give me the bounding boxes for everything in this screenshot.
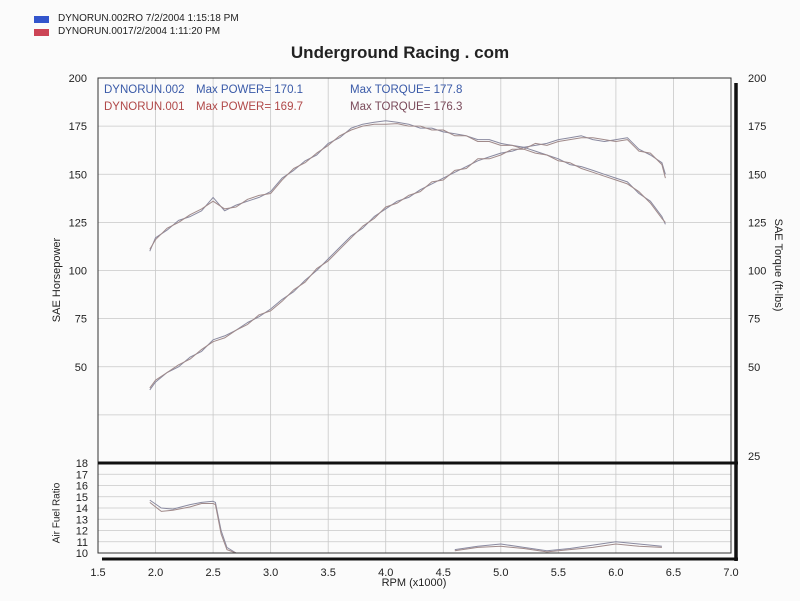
afr-series-line	[149, 499, 237, 554]
series-line	[149, 123, 666, 250]
afr-tick-label: 10	[76, 548, 88, 560]
afr-tick-label: 17	[76, 469, 88, 481]
afr-grid-lines	[98, 462, 731, 554]
x-tick-label: 6.0	[608, 567, 623, 579]
x-tick-label: 3.5	[321, 567, 336, 579]
x-tick-label: 4.5	[436, 567, 451, 579]
x-tick-label: 5.5	[551, 567, 566, 579]
y-tick-label-right: 125	[748, 217, 766, 229]
annotation-run-002-torque: Max TORQUE= 177.8	[350, 84, 463, 96]
y-tick-label-right: 75	[748, 314, 760, 326]
afr-series-line	[454, 543, 662, 553]
series-line	[149, 120, 666, 252]
y-tick-label-left: 75	[75, 314, 87, 326]
annotation-run-002-power: Max POWER= 170.1	[196, 84, 304, 96]
x-tick-label: 3.0	[263, 567, 278, 579]
y-tick-label-left: 150	[69, 169, 87, 181]
y-tick-label-right: 100	[748, 266, 766, 278]
afr-tick-label: 16	[76, 481, 88, 493]
x-axis-title: RPM (x1000)	[381, 577, 447, 589]
afr-tick-label: 13	[76, 514, 88, 526]
x-tick-label: 2.5	[205, 567, 220, 579]
x-tick-label: 2.0	[148, 567, 163, 579]
afr-tick-label: 11	[77, 537, 88, 549]
y-tick-label-right: 200	[748, 73, 766, 85]
x-tick-label: 5.0	[493, 567, 508, 579]
legend-label: DYNORUN.002RO 7/2/2004 1:15:18 PM	[58, 13, 239, 24]
tick-labels: 1.5 2.0 2.5 3.0 3.5 4.0 4.5 5.0 5.5 6.0 6.5 7.0 25 50…	[69, 73, 767, 579]
y-tick-label-right: 50	[748, 362, 760, 374]
x-tick-label: 1.5	[90, 567, 105, 579]
y-tick-label-left: 100	[69, 266, 87, 278]
x-tick-label: 6.5	[666, 567, 681, 579]
afr-series-lines	[149, 499, 662, 554]
plot-frames	[97, 77, 738, 561]
legend-swatch-blue	[34, 16, 49, 23]
y-tick-label-left: 50	[75, 362, 87, 374]
chart-title: Underground Racing . com	[290, 43, 510, 62]
legend-label: DYNORUN.0017/2/2004 1:11:20 PM	[58, 26, 221, 37]
y-tick-label-right: 175	[748, 121, 766, 133]
afr-series-line	[454, 541, 662, 552]
afr-tick-label: 15	[76, 492, 88, 504]
y-tick-label-left: 175	[69, 121, 87, 133]
annotation-run-001-power: Max POWER= 169.7	[196, 101, 304, 113]
y-axis-right-title: SAE Torque (ft-lbs)	[772, 218, 784, 312]
annotation-run-001-torque: Max TORQUE= 176.3	[350, 101, 463, 113]
y-axis-left-title: SAE Horsepower	[51, 237, 63, 323]
y-tick-label-left: 125	[69, 217, 87, 229]
y-tick-label-right: 25	[748, 451, 760, 463]
series-line	[149, 137, 666, 389]
x-tick-label: 7.0	[723, 567, 738, 579]
x-tick-label: 4.0	[378, 567, 393, 579]
grid-lines	[97, 78, 732, 553]
y-tick-label-right: 150	[748, 169, 766, 181]
series-line	[149, 135, 666, 391]
plot-frame	[97, 77, 732, 554]
legend-swatch-red	[34, 29, 49, 36]
afr-tick-label: 18	[76, 458, 88, 470]
series-lines	[149, 120, 666, 391]
afr-tick-label: 12	[76, 526, 88, 538]
y-tick-label-left: 200	[69, 73, 87, 85]
annotation-run-001-name: DYNORUN.001	[104, 101, 185, 113]
afr-tick-label: 14	[76, 503, 88, 515]
afr-axis-title: Air Fuel Ratio	[51, 482, 63, 544]
annotation-run-002-name: DYNORUN.002	[104, 84, 185, 96]
afr-series-line	[149, 502, 237, 554]
